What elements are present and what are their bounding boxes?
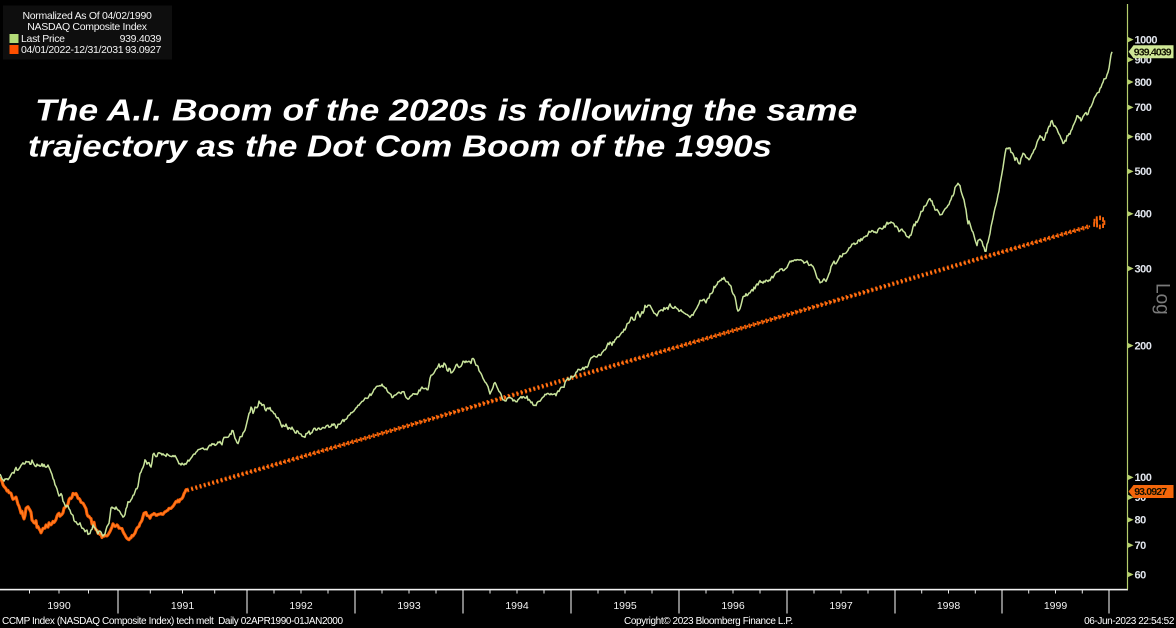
svg-text:Copyright© 2023 Bloomberg Fina: Copyright© 2023 Bloomberg Finance L.P. [624,616,793,627]
svg-text:1996: 1996 [721,600,745,612]
svg-text:NASDAQ Composite Index: NASDAQ Composite Index [27,21,148,33]
svg-text:1998: 1998 [937,600,961,612]
svg-text:80: 80 [1135,515,1147,527]
svg-text:1000: 1000 [1135,34,1158,46]
svg-text:939.4039: 939.4039 [120,33,162,45]
svg-text:60: 60 [1135,569,1147,581]
svg-text:1990: 1990 [47,600,71,612]
svg-text:93.0927: 93.0927 [1134,486,1167,498]
svg-text:Log: Log [1152,283,1173,315]
svg-text:06-Jun-2023 22:54:52: 06-Jun-2023 22:54:52 [1084,616,1175,627]
svg-text:200: 200 [1135,340,1152,352]
svg-text:400: 400 [1135,209,1152,221]
svg-text:CCMP Index (NASDAQ Composite I: CCMP Index (NASDAQ Composite Index) tech… [2,616,343,627]
svg-text:800: 800 [1135,77,1152,89]
svg-text:1992: 1992 [289,600,313,612]
svg-text:1991: 1991 [171,600,195,612]
svg-text:1995: 1995 [613,600,637,612]
svg-text:700: 700 [1135,102,1152,114]
svg-text:trajectory as the Dot Com Boom: trajectory as the Dot Com Boom of the 19… [28,128,772,163]
svg-text:300: 300 [1135,263,1152,275]
svg-text:500: 500 [1135,166,1152,178]
svg-text:939.4039: 939.4039 [1134,46,1172,58]
svg-text:Normalized As Of 04/02/1990: Normalized As Of 04/02/1990 [22,10,152,22]
svg-text:600: 600 [1135,132,1152,144]
svg-text:1999: 1999 [1044,600,1068,612]
svg-text:1997: 1997 [829,600,853,612]
svg-text:93.0927: 93.0927 [125,44,161,56]
svg-text:Last Price: Last Price [21,33,65,45]
svg-text:70: 70 [1135,540,1147,552]
svg-text:04/01/2022-12/31/2031: 04/01/2022-12/31/2031 [21,44,124,56]
svg-text:1993: 1993 [397,600,421,612]
svg-text:100: 100 [1135,472,1152,484]
svg-text:1994: 1994 [505,600,529,612]
svg-text:The A.I. Boom of the 2020s is: The A.I. Boom of the 2020s is following … [35,94,857,128]
